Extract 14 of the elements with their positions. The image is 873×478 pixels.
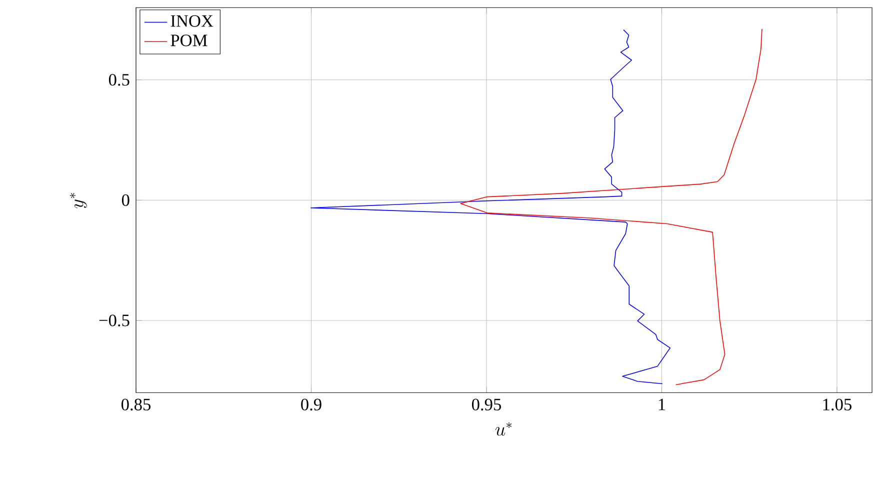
legend-label: POM [170, 34, 208, 46]
x-tick-label: 1 [658, 398, 666, 410]
y-tick-label: 0.5 [108, 74, 130, 86]
y-tick-label: 0 [122, 194, 130, 206]
legend-label: INOX [170, 15, 214, 27]
x-tick-label: 0.9 [301, 398, 322, 410]
x-tick-label: 0.85 [122, 398, 150, 410]
x-tick-label: 0.95 [472, 398, 501, 410]
y-tick-label: −0.5 [99, 314, 130, 326]
x-axis-title: $u^*$ [496, 422, 512, 436]
x-tick-label: 1.05 [823, 398, 852, 410]
line-series [310, 29, 671, 384]
y-axis-title: $y^*$ [70, 193, 87, 208]
line-series [460, 28, 762, 386]
